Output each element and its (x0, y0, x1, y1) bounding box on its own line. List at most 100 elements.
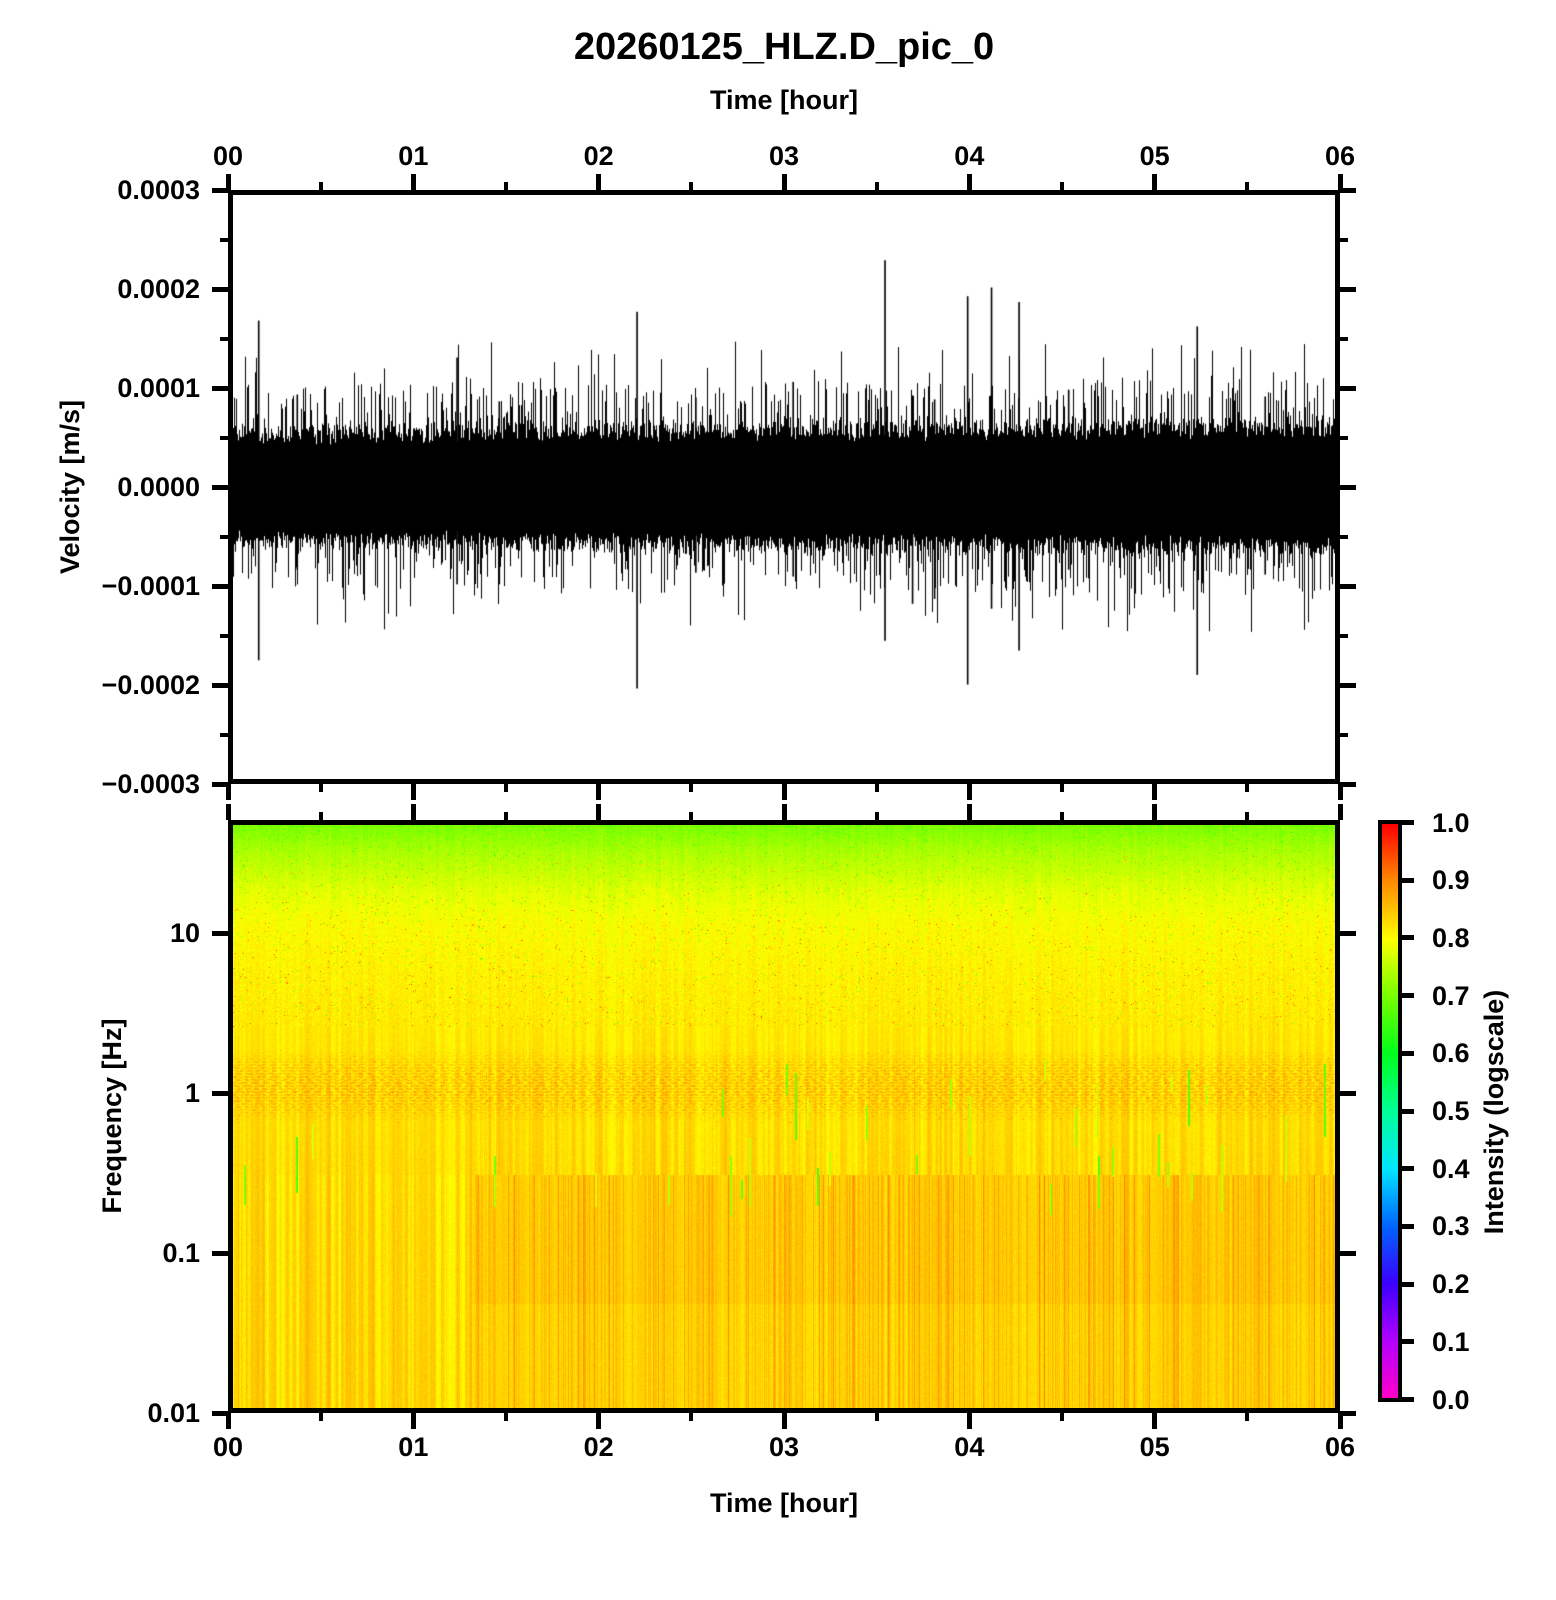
y-tick-minor (1340, 534, 1348, 539)
y-tick-major (1340, 682, 1356, 688)
top-x-tick-label: 05 (1139, 141, 1170, 171)
x-tick-minor (504, 182, 508, 190)
colorbar-tick (1402, 1397, 1414, 1402)
colorbar-tick-label: 0.2 (1432, 1269, 1470, 1300)
colorbar-tick (1402, 1223, 1414, 1229)
colorbar-tick (1402, 820, 1414, 825)
colorbar-tick (1402, 1166, 1414, 1172)
x-tick-minor (504, 784, 508, 792)
colorbar-tick (1402, 935, 1414, 941)
x-tick-major (966, 784, 972, 800)
x-tick-minor (689, 182, 694, 190)
x-tick-major (1152, 804, 1158, 820)
y-tick-minor (1340, 336, 1348, 341)
x-tick-minor (318, 1413, 323, 1421)
y-tick-minor (1340, 435, 1348, 440)
x-tick-major (1337, 174, 1343, 190)
x-tick-minor (504, 1413, 508, 1421)
waveform-y-tick-label: −0.0003 (101, 769, 200, 799)
bottom-x-tick-label: 01 (398, 1432, 429, 1462)
freq-tick-major (1340, 930, 1356, 936)
y-tick-minor (220, 534, 228, 539)
y-tick-minor (220, 336, 228, 341)
x-tick-major (410, 1413, 416, 1429)
x-tick-major (596, 174, 602, 190)
y-tick-major (212, 385, 228, 391)
x-tick-major (966, 1413, 972, 1429)
colorbar-tick-label: 0.7 (1432, 980, 1470, 1011)
y-tick-major (212, 682, 228, 688)
x-tick-minor (1060, 812, 1064, 820)
x-tick-minor (318, 812, 323, 820)
x-tick-major (410, 804, 416, 820)
top-x-tick-label: 00 (212, 141, 244, 171)
y-tick-minor (220, 435, 228, 440)
freq-tick-major (1340, 1250, 1356, 1256)
spectrogram-heatmap-canvas (233, 825, 1335, 1408)
x-tick-minor (874, 812, 879, 820)
waveform-plot (228, 190, 1340, 784)
x-tick-minor (1245, 182, 1250, 190)
x-tick-major (1152, 174, 1158, 190)
spectrogram-y-tick-label: 1 (184, 1078, 200, 1109)
spectrogram-y-tick-label: 0.1 (162, 1238, 200, 1269)
figure-title: 20260125_HLZ.D_pic_0 (573, 26, 995, 68)
x-tick-major (781, 784, 787, 800)
x-tick-minor (874, 1413, 879, 1421)
y-tick-major (212, 583, 228, 589)
x-tick-major (1337, 804, 1343, 820)
waveform-y-tick-label: 0.0001 (117, 373, 200, 403)
x-tick-major (225, 804, 231, 820)
waveform-trace-canvas (233, 195, 1335, 779)
colorbar-tick (1402, 1108, 1414, 1114)
colorbar-tick-label: 0.6 (1432, 1038, 1470, 1069)
top-x-tick-label: 03 (768, 141, 800, 171)
top-x-tick-label: 01 (398, 141, 429, 171)
x-tick-minor (1245, 784, 1250, 792)
bottom-x-tick-label: 00 (212, 1432, 244, 1462)
x-tick-major (966, 174, 972, 190)
colorbar (1378, 820, 1402, 1402)
bottom-x-tick-label: 03 (768, 1432, 800, 1462)
y-tick-major (1340, 385, 1356, 391)
x-tick-minor (874, 182, 879, 190)
y-tick-major (212, 484, 228, 490)
y-tick-major (1340, 484, 1356, 490)
colorbar-tick (1402, 1050, 1414, 1056)
colorbar-tick-label: 0.4 (1432, 1153, 1470, 1184)
waveform-y-tick-label: 0.0002 (117, 274, 200, 304)
x-tick-major (1152, 1413, 1158, 1429)
colorbar-tick (1402, 1281, 1414, 1287)
x-tick-major (410, 784, 416, 800)
colorbar-tick-label: 0.5 (1432, 1096, 1470, 1126)
x-tick-minor (689, 784, 694, 792)
x-tick-minor (1060, 182, 1064, 190)
x-tick-major (1152, 784, 1158, 800)
waveform-y-tick-label: −0.0002 (101, 670, 200, 700)
y-tick-major (1340, 187, 1356, 193)
bottom-xaxis-title: Time [hour] (710, 1488, 858, 1518)
freq-tick-major (212, 1250, 228, 1256)
spectrogram-y-tick-label: 0.01 (147, 1398, 200, 1428)
colorbar-tick-label: 0.3 (1432, 1211, 1470, 1242)
colorbar-tick-label: 0.1 (1432, 1326, 1470, 1357)
x-tick-major (781, 804, 787, 820)
y-tick-minor (1340, 633, 1348, 638)
colorbar-tick-label: 0.0 (1432, 1384, 1470, 1415)
colorbar-tick (1402, 1339, 1414, 1345)
colorbar-tick-label: 0.8 (1432, 922, 1470, 953)
x-tick-major (225, 784, 231, 800)
colorbar-tick-label: 1.0 (1432, 807, 1470, 838)
x-tick-major (596, 784, 602, 800)
y-tick-minor (220, 732, 228, 737)
bottom-x-tick-label: 06 (1324, 1432, 1356, 1462)
y-tick-major (1340, 781, 1356, 787)
x-tick-minor (874, 784, 879, 792)
y-tick-minor (220, 237, 228, 242)
x-tick-major (1337, 1413, 1343, 1429)
x-tick-minor (1060, 784, 1064, 792)
x-tick-major (596, 1413, 602, 1429)
y-tick-major (212, 781, 228, 787)
top-x-tick-label: 02 (583, 141, 614, 171)
